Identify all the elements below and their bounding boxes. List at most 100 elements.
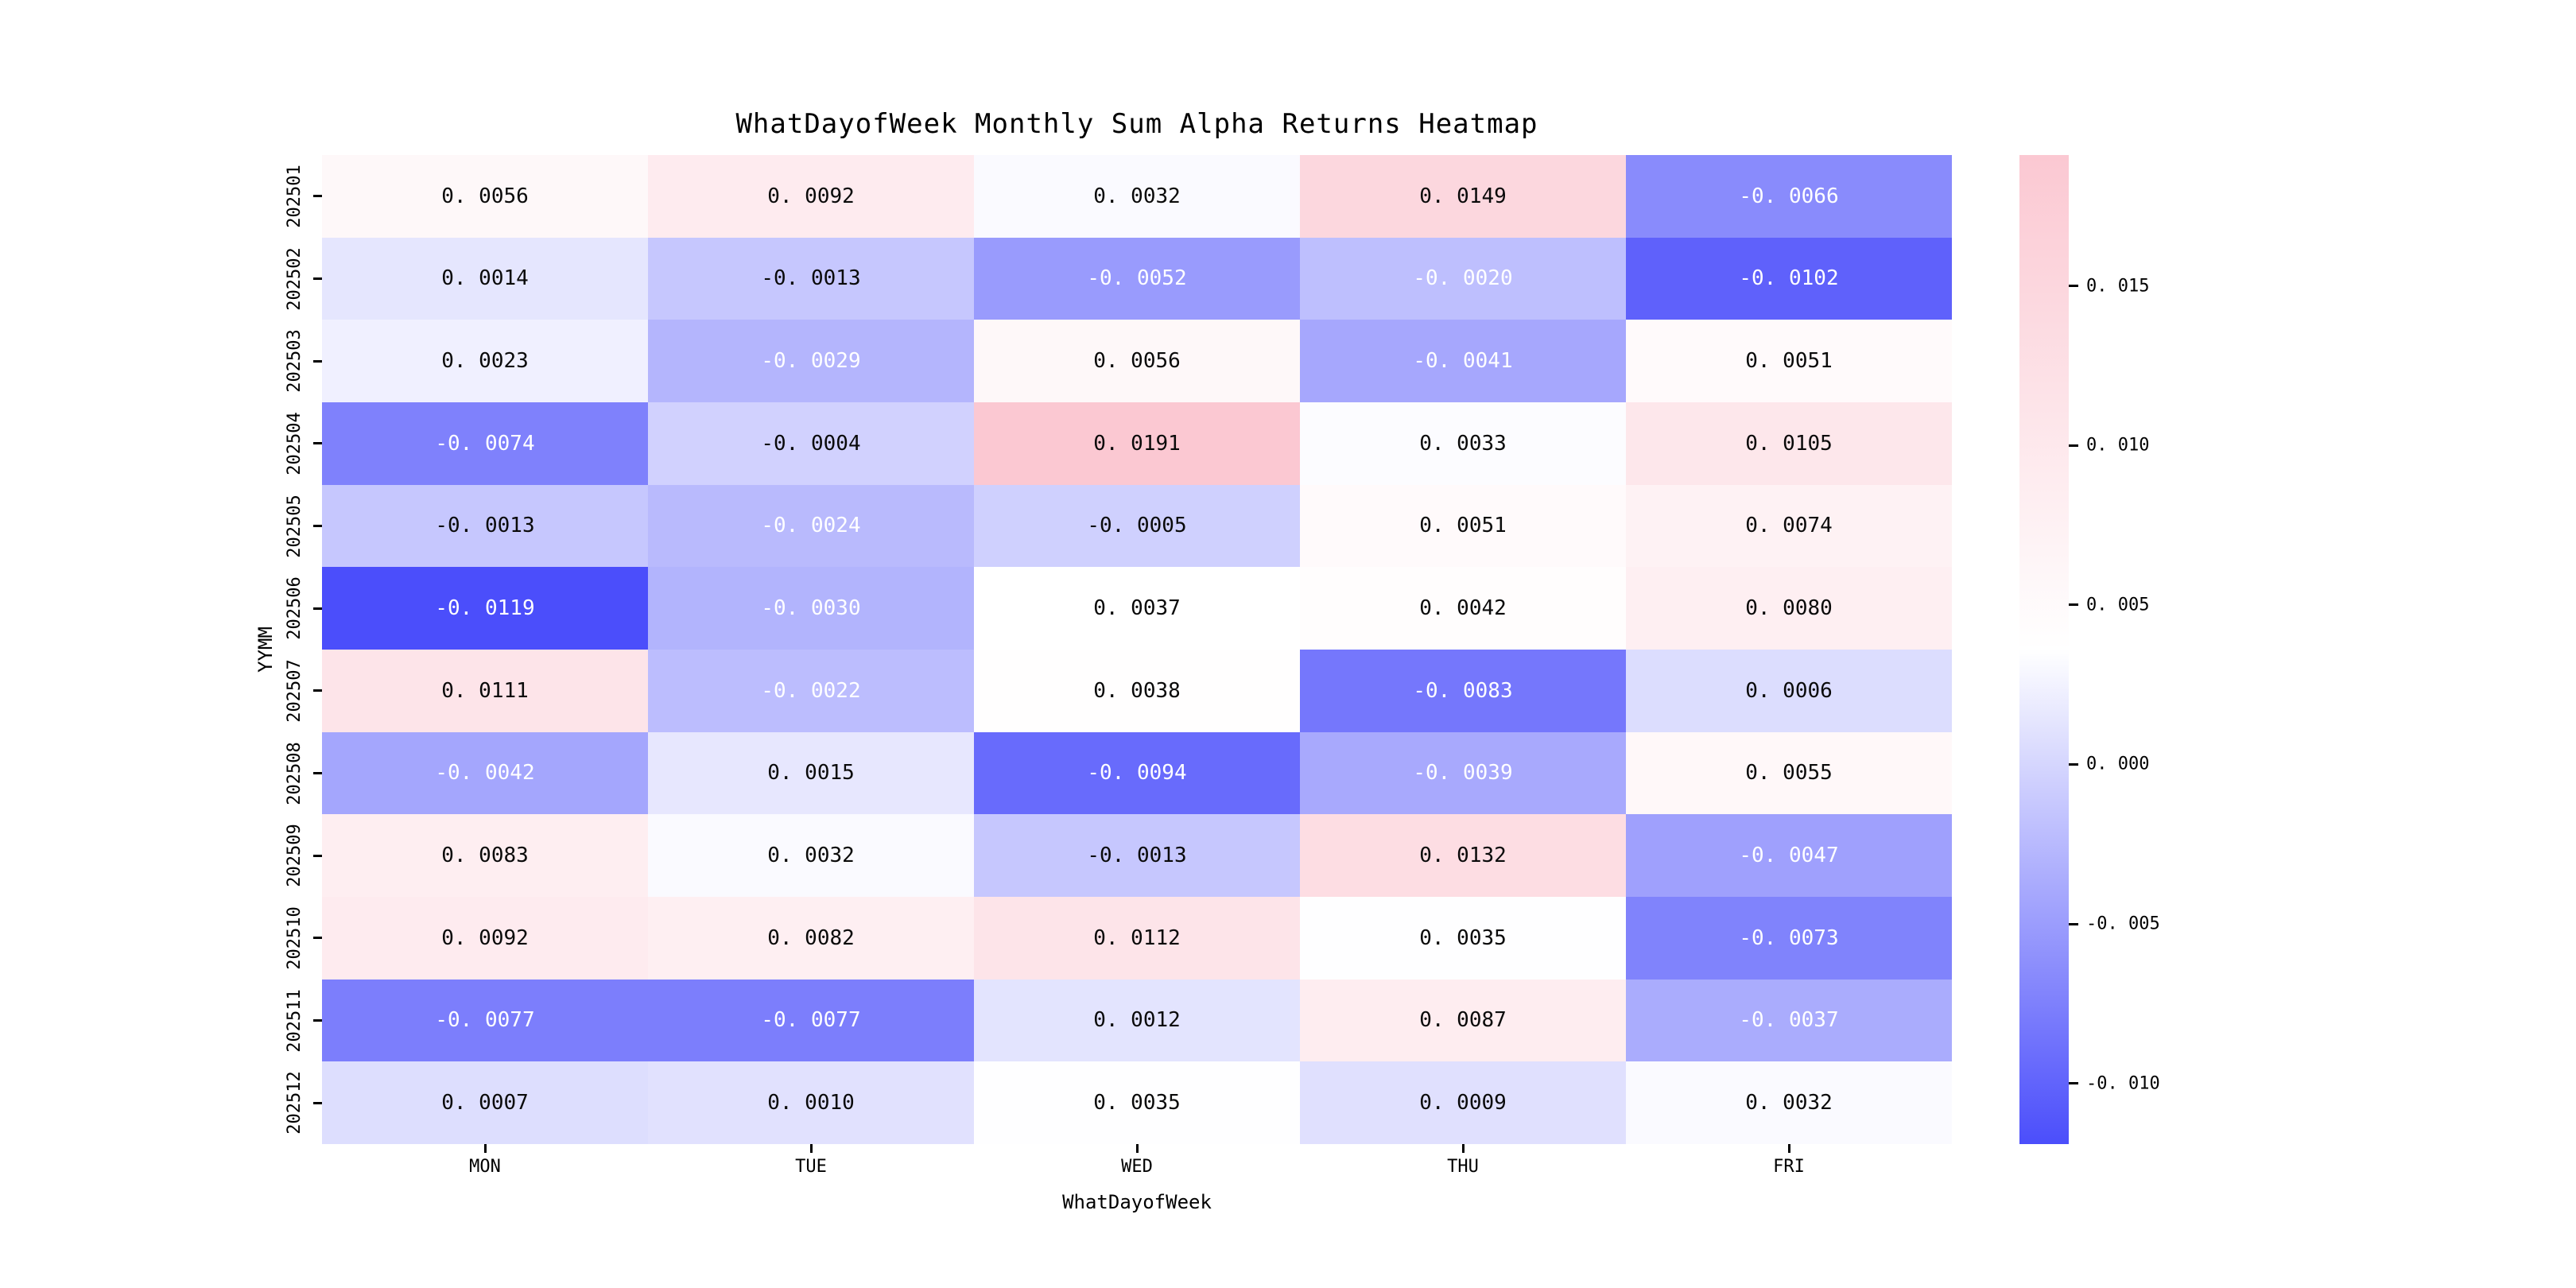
xtick-mark — [1135, 1144, 1139, 1153]
heatmap-cell-202501-THU: 0. 0149 — [1300, 155, 1626, 238]
heatmap-cell-202512-FRI: 0. 0032 — [1626, 1061, 1952, 1144]
ytick-label-202501: 202501 — [285, 165, 305, 228]
colorbar-tick-mark — [2069, 762, 2078, 766]
ytick-label-202511: 202511 — [285, 988, 305, 1053]
heatmap-cell-202509-FRI: -0. 0047 — [1626, 814, 1952, 897]
ytick-label-202508: 202508 — [285, 741, 305, 805]
heatmap-cell-202503-FRI: 0. 0051 — [1626, 320, 1952, 402]
heatmap-cell-202509-MON: 0. 0083 — [322, 814, 648, 897]
xtick-label-WED: WED — [1121, 1157, 1153, 1177]
heatmap-cell-202512-WED: 0. 0035 — [974, 1061, 1300, 1144]
xtick-label-MON: MON — [469, 1157, 501, 1177]
colorbar-tick-label: 0. 005 — [2086, 595, 2150, 615]
colorbar-tick-label: 0. 015 — [2086, 276, 2150, 297]
heatmap-cell-202508-MON: -0. 0042 — [322, 731, 648, 815]
ytick-mark — [313, 525, 322, 527]
colorbar-tick-label: -0. 005 — [2086, 914, 2160, 934]
heatmap-cell-202507-FRI: 0. 0006 — [1626, 649, 1952, 732]
ytick-mark — [313, 277, 322, 280]
heatmap-cell-202508-FRI: 0. 0055 — [1626, 731, 1952, 815]
colorbar-tick-mark — [2069, 1082, 2078, 1085]
heatmap-cell-202502-TUE: -0. 0013 — [648, 237, 974, 320]
heatmap-cell-202504-FRI: 0. 0105 — [1626, 402, 1952, 485]
heatmap-cell-202511-THU: 0. 0087 — [1300, 979, 1626, 1062]
ytick-label-202507: 202507 — [285, 659, 305, 723]
y-axis-label: YYMM — [254, 627, 277, 673]
heatmap-cell-202506-MON: -0. 0119 — [322, 567, 648, 650]
xtick-label-TUE: TUE — [795, 1157, 827, 1177]
heatmap-cell-202503-THU: -0. 0041 — [1300, 320, 1626, 402]
ytick-label-202505: 202505 — [285, 494, 305, 558]
heatmap-cell-202504-WED: 0. 0191 — [974, 402, 1300, 485]
heatmap-cell-202512-TUE: 0. 0010 — [648, 1061, 974, 1144]
heatmap-cell-202511-WED: 0. 0012 — [974, 979, 1300, 1062]
heatmap-cell-202504-THU: 0. 0033 — [1300, 402, 1626, 485]
ytick-label-202509: 202509 — [285, 824, 305, 887]
heatmap-cell-202503-TUE: -0. 0029 — [648, 320, 974, 402]
heatmap-cell-202511-TUE: -0. 0077 — [648, 979, 974, 1062]
colorbar-tick-mark — [2069, 444, 2078, 447]
heatmap-cell-202512-THU: 0. 0009 — [1300, 1061, 1626, 1144]
ytick-label-202504: 202504 — [285, 412, 305, 475]
ytick-mark — [313, 195, 322, 198]
colorbar-tick-label: 0. 010 — [2086, 435, 2150, 456]
ytick-mark — [313, 1019, 322, 1022]
heatmap-cell-202510-WED: 0. 0112 — [974, 896, 1300, 980]
heatmap-cell-202509-TUE: 0. 0032 — [648, 814, 974, 897]
heatmap-cell-202512-MON: 0. 0007 — [322, 1061, 648, 1144]
ytick-mark — [313, 772, 322, 774]
ytick-mark — [313, 607, 322, 610]
ytick-label-202502: 202502 — [285, 246, 305, 311]
ytick-label-202512: 202512 — [285, 1071, 305, 1135]
xtick-label-FRI: FRI — [1773, 1157, 1805, 1177]
colorbar-tick-label: 0. 000 — [2086, 754, 2150, 774]
heatmap-cell-202507-TUE: -0. 0022 — [648, 649, 974, 732]
xtick-label-THU: THU — [1447, 1157, 1479, 1177]
heatmap-cell-202504-TUE: -0. 0004 — [648, 402, 974, 485]
heatmap-cell-202501-FRI: -0. 0066 — [1626, 155, 1952, 238]
heatmap-cell-202510-MON: 0. 0092 — [322, 896, 648, 980]
heatmap-cell-202510-FRI: -0. 0073 — [1626, 896, 1952, 980]
ytick-label-202510: 202510 — [285, 906, 305, 970]
heatmap-cell-202509-WED: -0. 0013 — [974, 814, 1300, 897]
heatmap-cell-202510-TUE: 0. 0082 — [648, 896, 974, 980]
heatmap-cell-202506-FRI: 0. 0080 — [1626, 567, 1952, 650]
ytick-mark — [313, 442, 322, 445]
heatmap-cell-202505-MON: -0. 0013 — [322, 484, 648, 568]
heatmap-cell-202508-TUE: 0. 0015 — [648, 731, 974, 815]
xtick-mark — [809, 1144, 813, 1153]
ytick-label-202503: 202503 — [285, 329, 305, 393]
heatmap-cell-202506-THU: 0. 0042 — [1300, 567, 1626, 650]
heatmap-cell-202506-WED: 0. 0037 — [974, 567, 1300, 650]
heatmap-cell-202507-MON: 0. 0111 — [322, 649, 648, 732]
xtick-mark — [483, 1144, 487, 1153]
heatmap-cell-202505-WED: -0. 0005 — [974, 484, 1300, 568]
heatmap-cell-202502-WED: -0. 0052 — [974, 237, 1300, 320]
ytick-mark — [313, 937, 322, 940]
ytick-mark — [313, 689, 322, 692]
heatmap-cell-202505-FRI: 0. 0074 — [1626, 484, 1952, 568]
heatmap-cell-202507-WED: 0. 0038 — [974, 649, 1300, 732]
colorbar — [2019, 155, 2069, 1144]
heatmap-cell-202504-MON: -0. 0074 — [322, 402, 648, 485]
colorbar-tick-mark — [2069, 603, 2078, 607]
heatmap-cell-202506-TUE: -0. 0030 — [648, 567, 974, 650]
heatmap-cell-202509-THU: 0. 0132 — [1300, 814, 1626, 897]
heatmap-cell-202505-THU: 0. 0051 — [1300, 484, 1626, 568]
chart-title: WhatDayofWeek Monthly Sum Alpha Returns … — [735, 108, 1538, 140]
heatmap-cell-202511-FRI: -0. 0037 — [1626, 979, 1952, 1062]
colorbar-tick-label: -0. 010 — [2086, 1073, 2160, 1094]
x-axis-label: WhatDayofWeek — [1062, 1191, 1212, 1213]
heatmap-cell-202502-MON: 0. 0014 — [322, 237, 648, 320]
heatmap-cell-202505-TUE: -0. 0024 — [648, 484, 974, 568]
heatmap-cell-202508-WED: -0. 0094 — [974, 731, 1300, 815]
ytick-label-202506: 202506 — [285, 576, 305, 640]
heatmap-cell-202510-THU: 0. 0035 — [1300, 896, 1626, 980]
heatmap-cell-202511-MON: -0. 0077 — [322, 979, 648, 1062]
heatmap-cell-202501-MON: 0. 0056 — [322, 155, 648, 238]
heatmap-cell-202503-WED: 0. 0056 — [974, 320, 1300, 402]
colorbar-tick-mark — [2069, 285, 2078, 288]
heatmap-cell-202502-THU: -0. 0020 — [1300, 237, 1626, 320]
heatmap-cell-202502-FRI: -0. 0102 — [1626, 237, 1952, 320]
colorbar-tick-mark — [2069, 922, 2078, 925]
